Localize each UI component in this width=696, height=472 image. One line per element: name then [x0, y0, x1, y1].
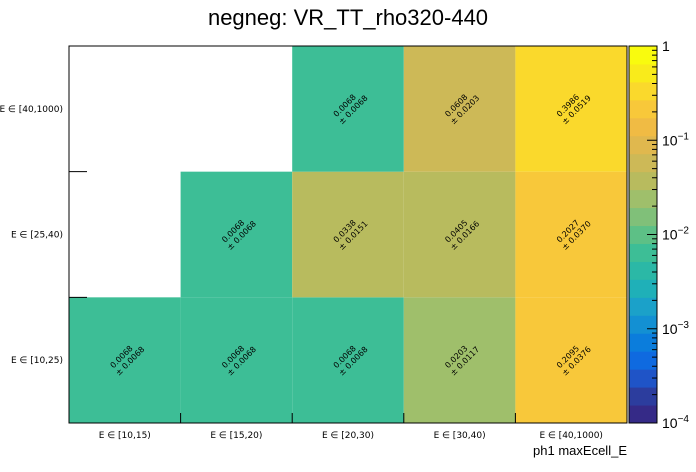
color-scale-segment — [629, 81, 657, 101]
heatmap-cell: 0.0068± 0.0068 — [292, 46, 404, 172]
color-scale-segment — [629, 369, 657, 388]
color-scale-segment — [629, 46, 657, 65]
color-scale-tick-label: 10−2 — [662, 226, 689, 243]
x-tick-label: E ∈ [20,30) — [322, 431, 374, 441]
heatmap-cell: 0.0405± 0.0166 — [403, 171, 516, 298]
x-tick-label: E ∈ [10,15) — [99, 431, 151, 441]
heatmap-cell-rect — [403, 171, 516, 298]
plot-frame — [68, 45, 628, 424]
color-scale-tick-label: 1 — [662, 38, 670, 54]
color-scale-segment — [629, 99, 657, 119]
color-scale-tick-label: 10−1 — [662, 131, 689, 148]
x-axis-tick-labels: E ∈ [10,15) E ∈ [15,20) E ∈ [20,30) E ∈ [30… — [99, 431, 603, 441]
color-scale-tick-label: 10−4 — [662, 414, 689, 431]
color-scale-tick-labels: 110−110−210−310−4 — [662, 38, 689, 431]
y-tick-label: E ∈ [25,40) — [11, 231, 63, 241]
color-scale-segment — [629, 405, 657, 424]
x-tick-label: E ∈ [15,20) — [210, 431, 262, 441]
heatmap-cell: 0.3986± 0.0519 — [515, 46, 627, 172]
tick-base: 10 — [662, 132, 678, 148]
x-tick-label: E ∈ [30,40) — [434, 431, 486, 441]
heatmap-cell-rect — [403, 297, 516, 423]
heatmap-cell: 0.0068± 0.0068 — [69, 297, 181, 423]
tick-base: 10 — [662, 321, 678, 337]
color-scale-segment — [629, 171, 657, 191]
x-axis-label: ph1 maxEcell_E — [533, 443, 627, 458]
tick-exponent: −3 — [678, 320, 690, 331]
color-scale-segment — [629, 243, 657, 262]
heatmap-cell-rect — [515, 46, 627, 172]
color-scale-segment — [629, 63, 657, 83]
y-tick-label: E ∈ [10,25) — [11, 356, 63, 366]
heatmap-cell-rect — [180, 171, 293, 298]
chart-title: negneg: VR_TT_rho320-440 — [208, 5, 488, 30]
color-scale-bar — [628, 45, 658, 424]
heatmap-cell: 0.0068± 0.0068 — [292, 297, 404, 423]
color-scale-segment — [629, 315, 657, 334]
heatmap-cell-rect — [515, 297, 627, 423]
tick-exponent: −2 — [678, 226, 690, 237]
color-scale-segment — [629, 279, 657, 298]
color-scale-segment — [629, 189, 657, 209]
color-scale-segment — [629, 207, 657, 227]
heatmap-cell-rect — [292, 171, 404, 298]
color-scale-segment — [629, 225, 657, 244]
heatmap-cell: 0.2095± 0.0376 — [515, 297, 627, 423]
color-scale-segment — [629, 351, 657, 370]
heatmap-cell-rect — [403, 46, 516, 172]
color-scale-tick-label: 10−3 — [662, 320, 689, 337]
tick-exponent: −4 — [678, 414, 690, 425]
heatmap-cell: 0.0203± 0.0117 — [403, 297, 516, 423]
tick-exponent: −1 — [678, 131, 690, 142]
heatmap-cell: 0.0608± 0.0203 — [403, 46, 516, 172]
heatmap-cell: 0.2027± 0.0370 — [515, 171, 627, 298]
y-axis-tick-labels: E ∈ [10,25) E ∈ [25,40) E ∈ [40,1000) — [0, 105, 63, 366]
heatmap-cell: 0.0068± 0.0068 — [180, 297, 293, 423]
color-scale-segment — [629, 261, 657, 280]
color-scale-segment — [629, 153, 657, 173]
heatmap-cells: 0.0068± 0.0068 0.0068± 0.0068 0.0068± 0.00… — [69, 46, 627, 423]
heatmap-cell: 0.0068± 0.0068 — [180, 171, 293, 298]
plot-border — [68, 45, 628, 424]
tick-base: 10 — [662, 415, 678, 431]
tick-base: 10 — [662, 227, 678, 243]
tick-base: 1 — [662, 38, 670, 54]
color-scale-segment — [629, 387, 657, 406]
y-tick-label: E ∈ [40,1000) — [0, 105, 63, 115]
heatmap-cell: 0.0338± 0.0151 — [292, 171, 404, 298]
color-scale-segment — [629, 117, 657, 137]
x-tick-label: E ∈ [40,1000) — [539, 431, 603, 441]
heatmap-cell-rect — [180, 297, 293, 423]
color-scale-segment — [629, 333, 657, 352]
heatmap-cell-rect — [292, 46, 404, 172]
heatmap-cell-rect — [515, 171, 627, 298]
heatmap-cell-rect — [292, 297, 404, 423]
color-scale-segment — [629, 297, 657, 316]
heatmap-cell-rect — [69, 297, 181, 423]
